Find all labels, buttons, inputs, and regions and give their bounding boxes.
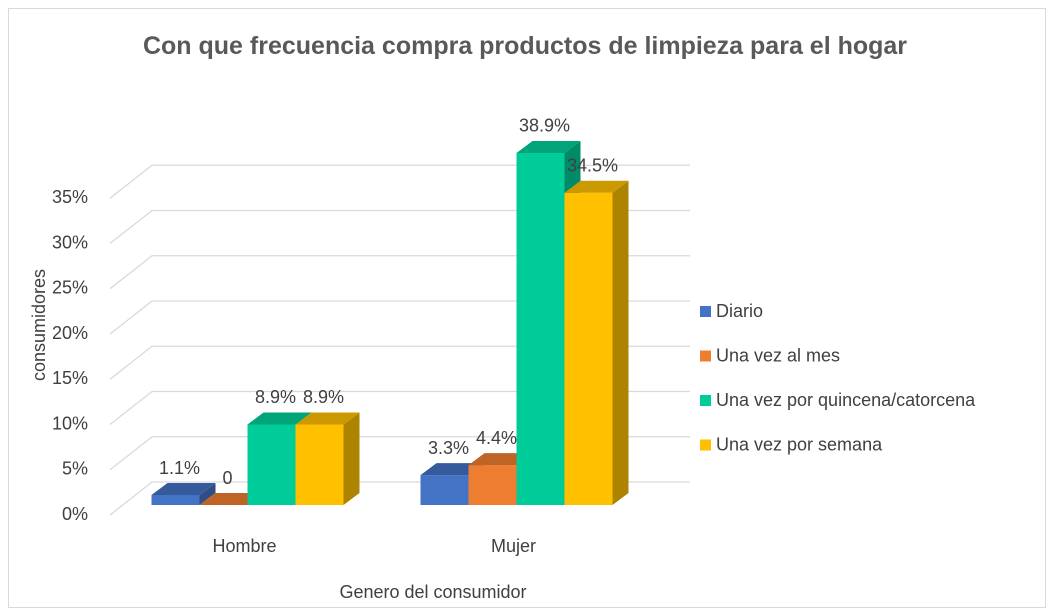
y-tick-label: 10% [52, 413, 88, 433]
legend-swatch [700, 439, 711, 451]
data-label: 3.3% [428, 438, 469, 458]
bar [295, 412, 360, 505]
chart-title: Con que frecuencia compra productos de l… [142, 32, 908, 60]
legend-label: Diario [716, 301, 763, 321]
data-label: 34.5% [567, 156, 618, 176]
y-tick-label: 35% [52, 187, 88, 207]
grid-line [109, 164, 690, 199]
y-axis-label: consumidores [29, 269, 49, 381]
bar-front [564, 192, 613, 505]
bar-top [516, 140, 581, 153]
bar-top [295, 412, 360, 425]
data-label: 8.9% [255, 387, 296, 407]
legend-label: Una vez al mes [716, 345, 840, 365]
bar-top [564, 180, 629, 193]
bar-top [151, 483, 216, 496]
bar-side [343, 412, 360, 505]
x-tick-label: Mujer [491, 536, 536, 556]
legend-swatch [700, 350, 711, 362]
grid-line [109, 300, 690, 335]
bar-top [247, 412, 312, 425]
legend-swatch [700, 306, 711, 317]
y-tick-label: 20% [52, 323, 88, 343]
y-tick-label: 15% [52, 368, 88, 388]
bar [151, 483, 216, 505]
grid-line [109, 436, 690, 471]
y-tick-label: 25% [52, 278, 88, 298]
grid-line [109, 255, 690, 290]
bar-front [516, 152, 565, 505]
bar-side [199, 483, 216, 505]
grid-line [109, 209, 690, 245]
bar-front [151, 495, 200, 505]
bar-front [468, 465, 517, 505]
x-axis-label: Genero del consumidor [339, 582, 526, 602]
legend-label: Una vez por quincena/catorcena [716, 390, 976, 410]
x-tick-label: Hombre [212, 536, 276, 556]
y-tick-label: 5% [62, 459, 88, 479]
data-label: 4.4% [476, 428, 517, 448]
data-label: 38.9% [519, 116, 570, 136]
data-label: 1.1% [159, 458, 200, 478]
grid-line [109, 390, 690, 426]
bar-side [612, 180, 629, 505]
data-label: 0 [222, 468, 232, 488]
data-label: 8.9% [303, 387, 344, 407]
y-tick-label: 0% [62, 504, 88, 524]
grid-line [109, 345, 690, 380]
bar-front [295, 424, 344, 505]
legend-label: Una vez por semana [716, 434, 883, 454]
legend-swatch [700, 395, 711, 406]
y-tick-label: 30% [52, 232, 88, 252]
bar-front [420, 475, 469, 505]
bar-front [247, 424, 296, 505]
bar [564, 180, 629, 505]
